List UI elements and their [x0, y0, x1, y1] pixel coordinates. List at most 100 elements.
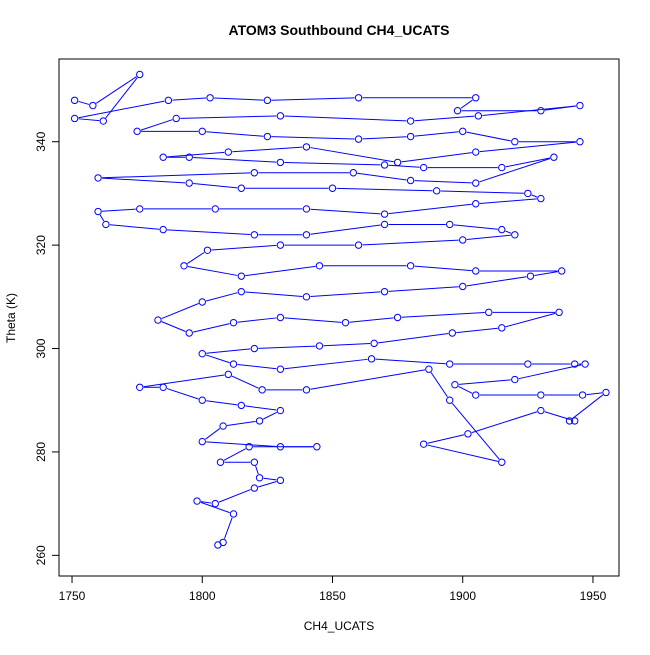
series-line-segment	[458, 379, 511, 385]
series-line-segment	[206, 348, 251, 354]
chart-title: ATOM3 Southbound CH4_UCATS	[229, 22, 450, 38]
x-axis: 1750 1800 1850 1900 1950	[59, 575, 607, 603]
x-tick-label: 1750	[59, 589, 86, 603]
data-point	[206, 94, 214, 102]
x-tick-label: 1900	[449, 589, 476, 603]
data-point	[472, 391, 480, 399]
data-point	[354, 241, 363, 249]
data-point	[193, 497, 201, 505]
data-point	[136, 383, 144, 391]
data-point	[524, 360, 532, 368]
series-line-segment	[388, 286, 459, 292]
series-line-segment	[245, 405, 277, 411]
series-line-segment	[430, 372, 448, 398]
series-line-segment	[336, 187, 433, 192]
data-point	[474, 112, 483, 120]
data-point	[250, 169, 259, 177]
series-line-segment	[388, 203, 472, 215]
y-tick-label: 340	[34, 131, 48, 151]
data-point	[380, 161, 389, 169]
x-tick-label: 1850	[319, 589, 346, 603]
series-line-segment	[200, 501, 230, 514]
series-line-segment	[193, 156, 277, 163]
series-line-segment	[349, 317, 394, 323]
data-point	[185, 329, 193, 337]
series-line-segment	[193, 182, 238, 189]
data-point	[550, 153, 558, 161]
series-line-segment	[471, 411, 538, 434]
series-line-segment	[271, 97, 355, 101]
series-line-segment	[255, 465, 259, 475]
data-point	[302, 231, 311, 239]
data-point	[89, 101, 97, 110]
x-tick-label: 1950	[580, 589, 607, 603]
series-line-segment	[140, 119, 173, 131]
series-line-segment	[167, 151, 225, 158]
series-line-segment	[531, 194, 538, 198]
data-point	[451, 381, 459, 389]
series-line-segment	[166, 388, 199, 400]
data-point	[154, 316, 162, 324]
data-point	[498, 458, 506, 466]
data-point	[224, 148, 233, 156]
data-point	[302, 205, 311, 213]
series-line-segment	[414, 265, 472, 272]
data-point	[485, 308, 493, 317]
series-line-segment	[505, 157, 551, 168]
data-point	[557, 267, 566, 275]
series-line-segment	[193, 323, 230, 333]
data-point	[328, 184, 337, 192]
data-point	[70, 96, 79, 105]
data-point	[315, 262, 324, 270]
y-tick-label: 320	[34, 235, 48, 255]
series-line-segment	[187, 252, 205, 265]
series-line-segment	[245, 291, 303, 298]
data-point	[565, 417, 574, 425]
data-point	[70, 114, 79, 123]
data-point	[164, 96, 173, 105]
data-point	[524, 189, 532, 198]
data-point	[380, 287, 389, 296]
series-line-segment	[440, 190, 524, 194]
series-line-segment	[375, 358, 446, 365]
data-point	[472, 94, 480, 102]
data-point	[526, 272, 535, 280]
series-line-segment	[466, 276, 527, 287]
data-point	[255, 417, 264, 425]
series-line-segment	[263, 477, 277, 481]
data-point	[185, 179, 193, 187]
series-line-segment	[237, 363, 277, 370]
series-line-segment	[143, 374, 225, 388]
data-point	[367, 355, 376, 363]
x-axis-label: CH4_UCATS	[304, 619, 374, 633]
data-point	[237, 272, 246, 280]
series-line-segment	[505, 312, 556, 328]
series-line-segment	[479, 141, 576, 153]
data-point	[136, 205, 144, 213]
series-line-segment	[572, 394, 604, 419]
series-points	[70, 70, 610, 549]
series-line-segment	[401, 152, 472, 163]
data-point	[472, 179, 480, 187]
series-line-segment	[205, 292, 238, 302]
data-point	[453, 107, 462, 115]
data-point	[537, 107, 545, 115]
x-tick-label: 1800	[189, 589, 216, 603]
data-point	[472, 267, 480, 275]
data-point	[302, 293, 311, 301]
data-point	[214, 541, 222, 549]
data-point	[159, 383, 167, 391]
data-point	[237, 401, 246, 410]
data-point	[211, 499, 219, 508]
data-point	[472, 200, 480, 208]
series-line-segment	[414, 131, 459, 137]
data-point	[537, 406, 545, 415]
series-line-segment	[161, 303, 199, 320]
data-point	[276, 112, 285, 120]
series-line-segment	[161, 321, 186, 332]
data-point	[571, 360, 579, 368]
data-point	[185, 153, 193, 161]
data-point	[255, 474, 264, 482]
series-line-segment	[401, 312, 485, 318]
